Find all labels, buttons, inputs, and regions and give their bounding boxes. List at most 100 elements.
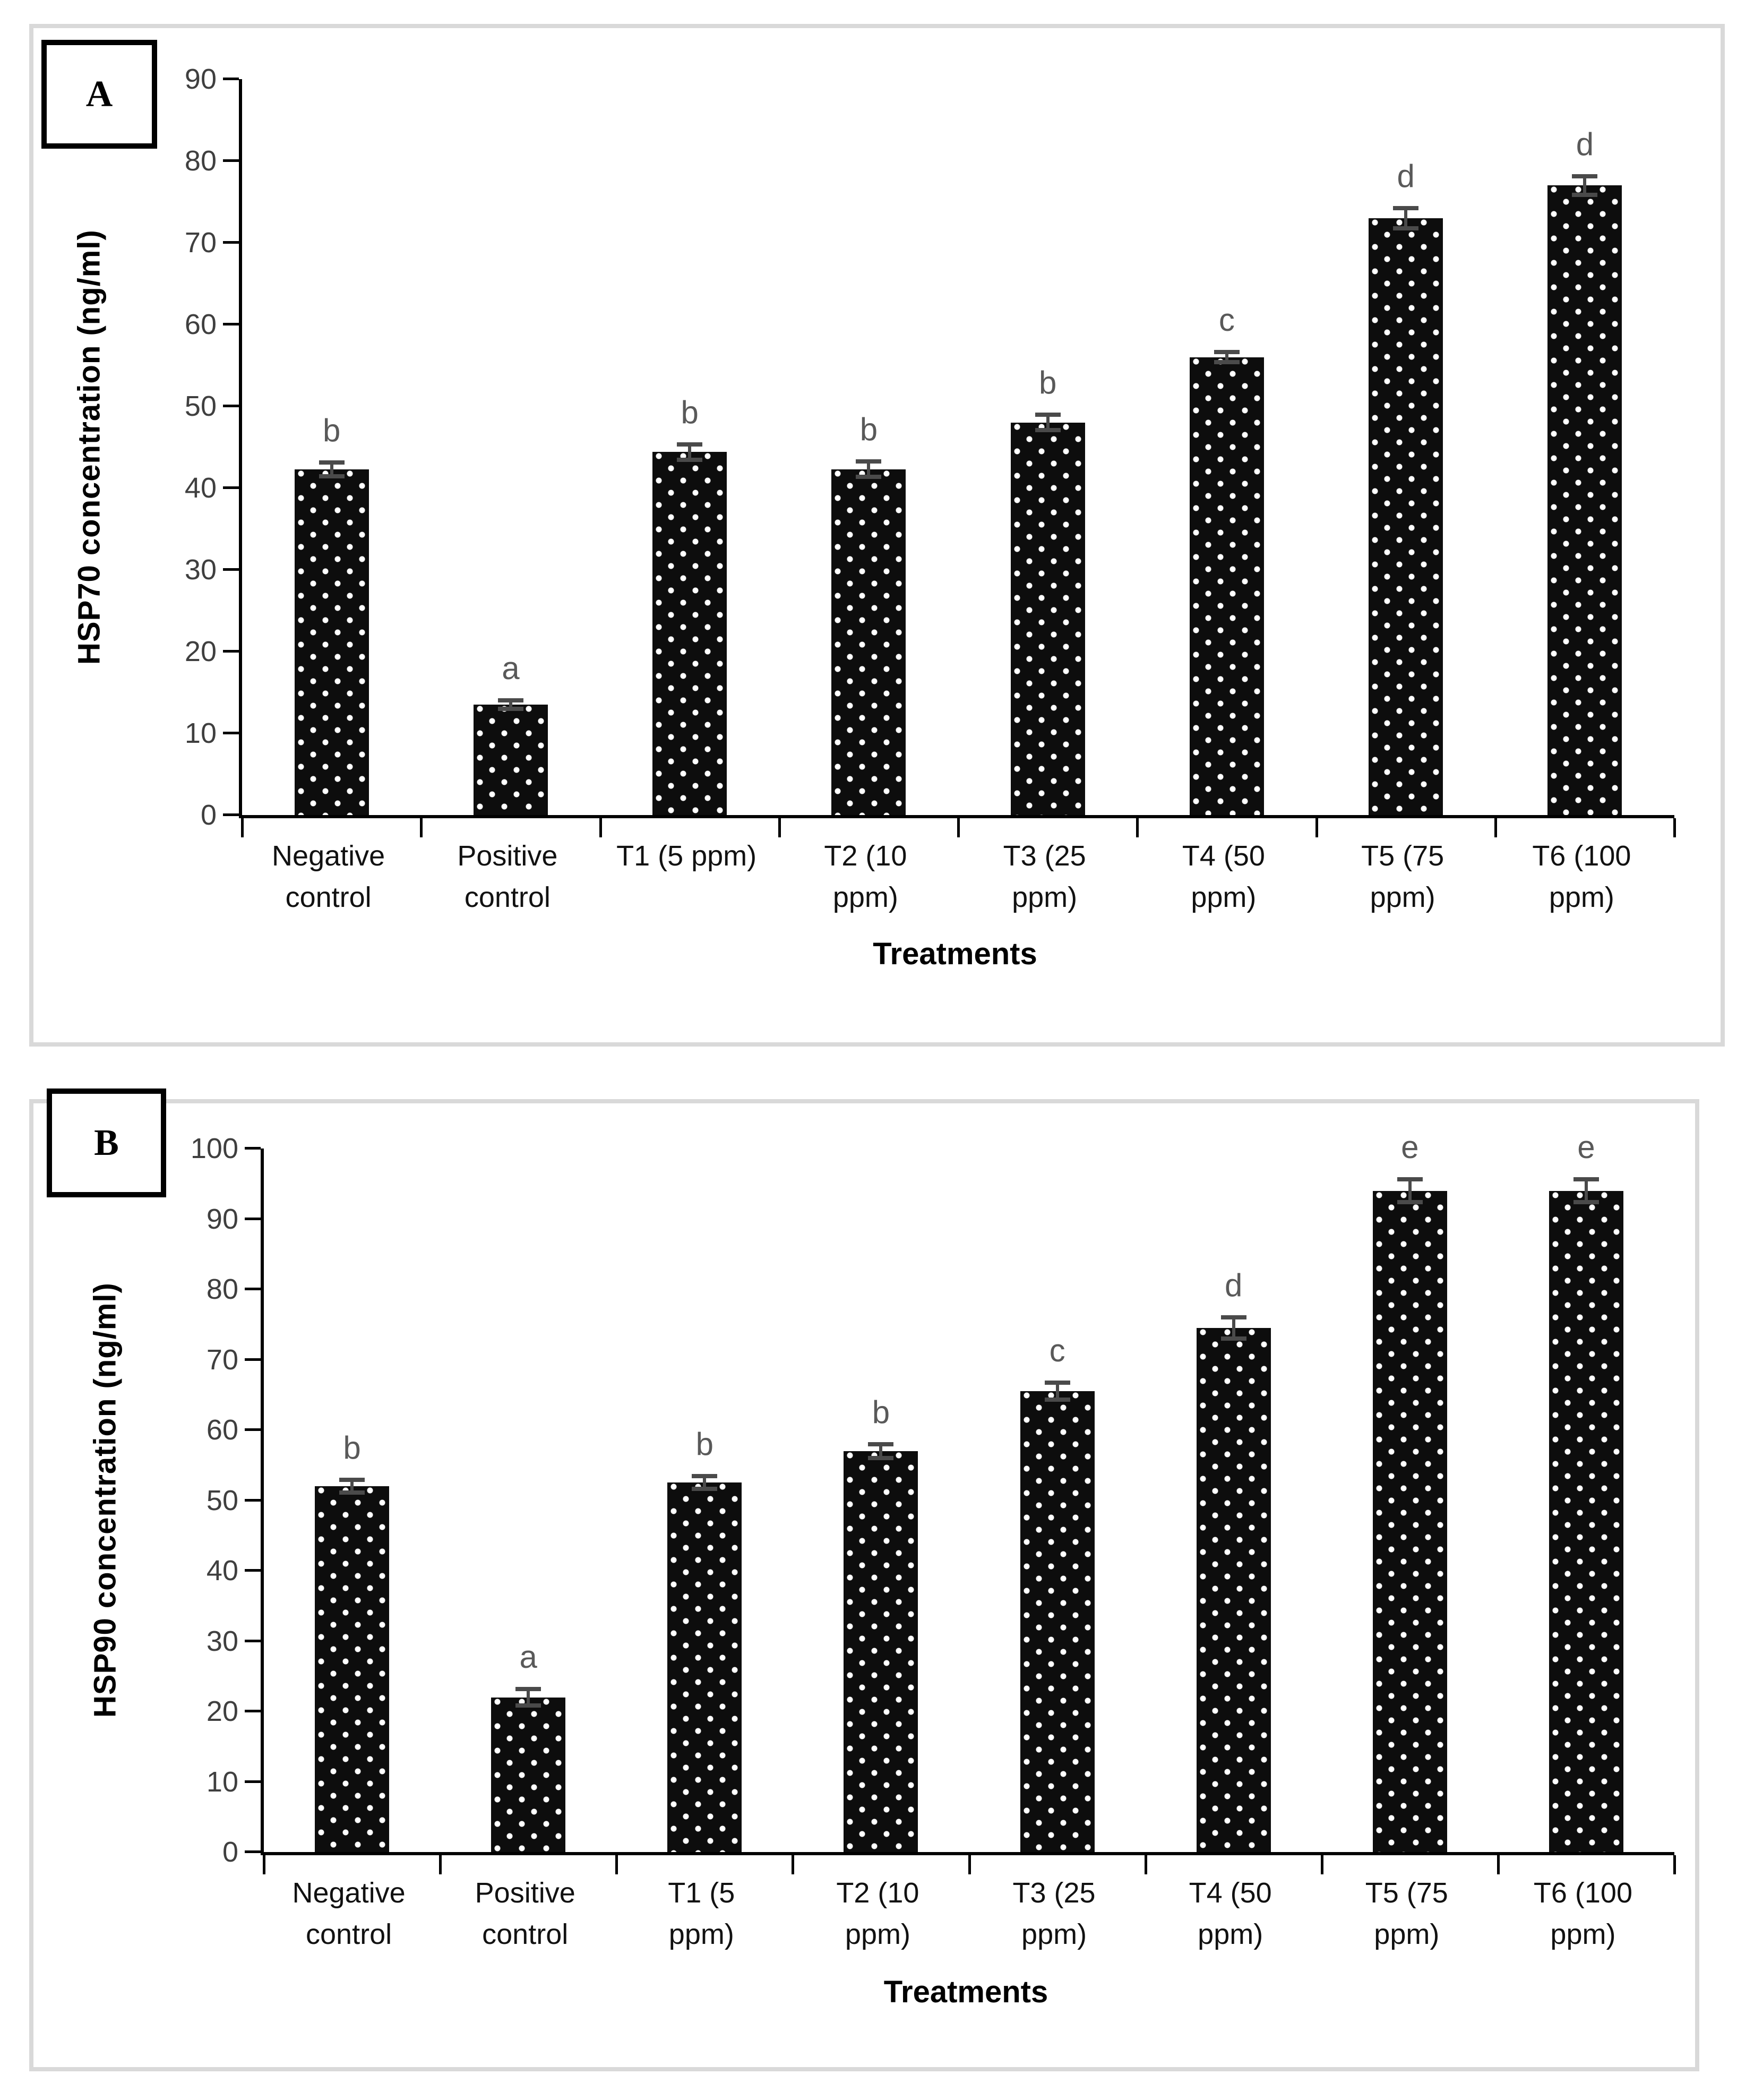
y-tick (245, 1498, 261, 1502)
x-tick (1320, 1855, 1323, 1874)
y-tick-label: 70 (206, 1343, 238, 1376)
bar-positive-control (491, 1697, 566, 1852)
y-tick-label: 20 (184, 636, 217, 668)
error-bar-cap-top (856, 459, 882, 464)
error-bar-cap-bottom (319, 474, 345, 478)
error-bar (1220, 1315, 1246, 1341)
significance-letter: b (343, 1430, 361, 1466)
y-tick (245, 1780, 261, 1783)
x-category-label: T5 (75 ppm) (1313, 835, 1492, 919)
y-tick (245, 1569, 261, 1572)
x-category-label: T5 (75 ppm) (1319, 1872, 1495, 1956)
x-category-label: T2 (10 ppm) (776, 835, 955, 919)
x-category-label-line: T2 (10 (836, 1877, 919, 1909)
y-tick-label: 10 (184, 717, 217, 750)
y-tick (223, 732, 239, 735)
error-bar (868, 1442, 894, 1460)
bar-t4-50-ppm- (1196, 1327, 1271, 1852)
y-tick-label: 70 (184, 227, 217, 259)
error-bar-cap-top (1572, 174, 1598, 178)
y-tick (245, 1358, 261, 1361)
x-category-label-line: ppm) (1012, 881, 1078, 914)
x-category-label: Negative control (261, 1872, 437, 1956)
x-category-label-line: ppm) (832, 881, 898, 914)
x-tick (439, 1855, 442, 1874)
error-bar-cap-bottom (868, 1455, 894, 1460)
x-tick (957, 818, 960, 837)
error-bar-cap-top (1393, 205, 1419, 210)
panel-label-box-B: B (47, 1088, 166, 1197)
x-category-label-line: ppm) (668, 1918, 734, 1951)
y-tick (223, 650, 239, 653)
x-category-label-line: T2 (10 (824, 840, 907, 872)
x-tick (1315, 818, 1318, 837)
bar-t2-10-ppm- (844, 1451, 918, 1852)
error-bar-cap-bottom (1035, 428, 1061, 433)
x-category-label-line: T1 (5 ppm) (616, 840, 757, 872)
x-tick (420, 818, 423, 837)
error-bar-line (1583, 174, 1587, 197)
significance-letter: e (1577, 1129, 1595, 1165)
y-tick (245, 1710, 261, 1712)
x-tick (1673, 1855, 1676, 1874)
bar-t6-100-ppm- (1547, 185, 1622, 815)
error-bar-cap-bottom (677, 457, 703, 462)
significance-letter: b (859, 412, 878, 448)
x-category-label-line: T4 (50 (1189, 1877, 1272, 1909)
x-tick (778, 818, 781, 837)
y-tick-label: 30 (184, 554, 217, 586)
y-tick (223, 813, 239, 816)
y-tick-label: 0 (200, 799, 217, 831)
error-bar-cap-top (1573, 1177, 1599, 1182)
x-category-label-line: ppm) (1021, 1918, 1087, 1951)
error-bar-cap-top (692, 1474, 718, 1479)
bar-t3-25-ppm- (1010, 422, 1085, 815)
x-tick (1136, 818, 1139, 837)
x-category-label-line: control (482, 1918, 569, 1951)
y-tick (245, 1147, 261, 1150)
x-category-label-line: T1 (5 (668, 1877, 735, 1909)
y-tick-label: 40 (206, 1555, 238, 1587)
error-bar-cap-bottom (1214, 360, 1240, 365)
y-tick (245, 1217, 261, 1220)
x-category-label: T3 (25 ppm) (966, 1872, 1142, 1956)
error-bar-line (330, 460, 333, 478)
y-tick (223, 241, 239, 244)
x-tick (1144, 1855, 1147, 1874)
x-category-label-line: Negative (272, 840, 385, 872)
error-bar-cap-bottom (1572, 192, 1598, 197)
x-category-labels-B: Negative control Positive control T1 (5 ppm) T… (261, 1872, 1671, 1962)
error-bar-cap-bottom (1393, 226, 1419, 230)
error-bar-line (867, 459, 871, 479)
error-bar-cap-top (515, 1686, 541, 1691)
error-bar-cap-top (1035, 413, 1061, 417)
bar-t4-50-ppm- (1189, 357, 1264, 815)
x-tick (1673, 818, 1676, 837)
y-tick-label: 60 (206, 1414, 238, 1446)
x-tick (792, 1855, 795, 1874)
error-bar-cap-bottom (856, 475, 882, 479)
x-category-label: Positive control (437, 1872, 613, 1956)
error-bar-line (1046, 413, 1050, 433)
y-tick (245, 1288, 261, 1290)
error-bar-line (688, 442, 692, 462)
x-tick (599, 818, 602, 837)
x-category-label-line: ppm) (1198, 1918, 1263, 1951)
x-category-label-line: control (464, 881, 551, 914)
y-tick (223, 486, 239, 490)
error-bar-line (1232, 1315, 1235, 1341)
x-category-label-line: T3 (25 (1003, 840, 1086, 872)
significance-letter: a (502, 650, 520, 686)
panel-letter-B: B (94, 1122, 119, 1163)
error-bar (1572, 174, 1598, 197)
error-bar-cap-bottom (497, 707, 523, 712)
bar-t6-100-ppm- (1549, 1190, 1623, 1852)
error-bar-cap-bottom (339, 1490, 365, 1495)
significance-letter: b (872, 1394, 890, 1430)
x-tick (241, 818, 244, 837)
x-category-label-line: ppm) (1549, 881, 1614, 914)
y-tick (223, 159, 239, 162)
panel-B: B HSP90 concentration (ng/ml) 0 10 20 30 40 5… (29, 1088, 1699, 2071)
error-bar-cap-top (497, 698, 523, 702)
